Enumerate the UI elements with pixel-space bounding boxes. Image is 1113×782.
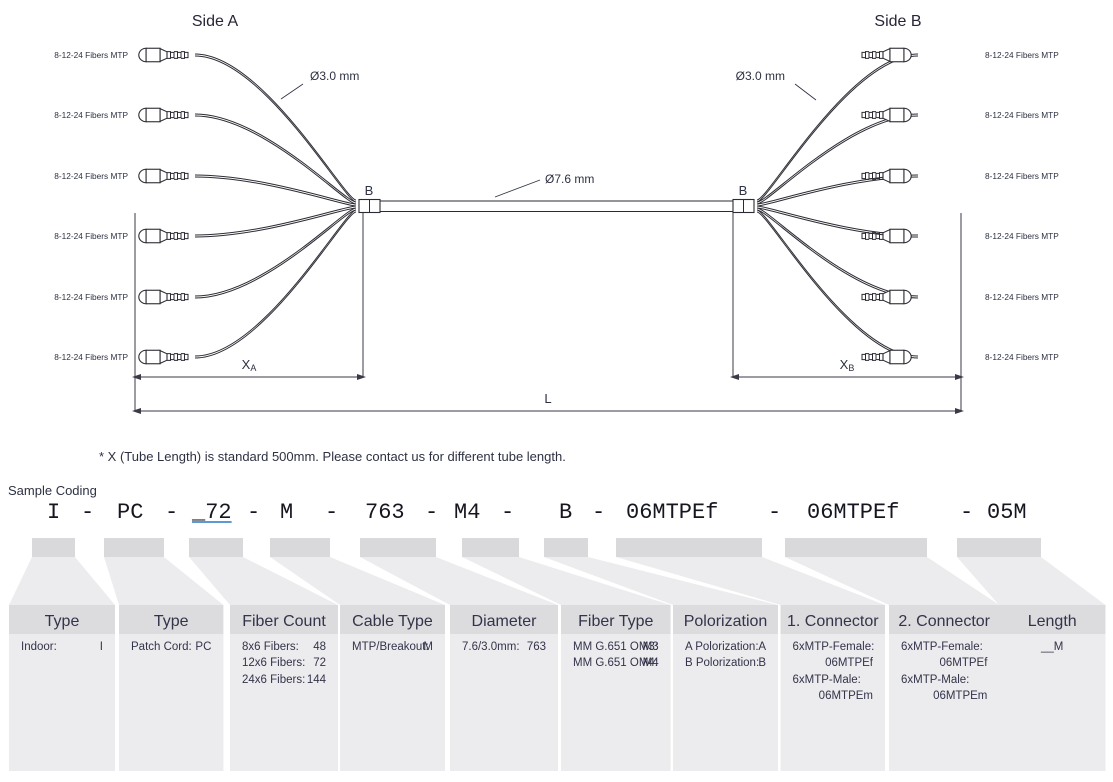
svg-text:PC: PC: [195, 641, 211, 653]
svg-text:B: B: [758, 657, 766, 669]
svg-text:24x6 Fibers:: 24x6 Fibers:: [242, 674, 305, 686]
svg-text:M: M: [423, 641, 433, 653]
svg-text:72: 72: [313, 657, 326, 669]
svg-text:763: 763: [527, 641, 546, 653]
svg-text:Diameter: Diameter: [472, 613, 538, 630]
svg-text:8-12-24 Fibers MTP: 8-12-24 Fibers MTP: [54, 292, 128, 302]
svg-text:8-12-24 Fibers MTP: 8-12-24 Fibers MTP: [985, 352, 1059, 362]
svg-text:A Polorization:: A Polorization:: [685, 641, 759, 653]
svg-text:8-12-24 Fibers MTP: 8-12-24 Fibers MTP: [54, 50, 128, 60]
svg-text:8-12-24 Fibers MTP: 8-12-24 Fibers MTP: [54, 231, 128, 241]
svg-text:12x6 Fibers:: 12x6 Fibers:: [242, 657, 305, 669]
svg-text:__M: __M: [1040, 641, 1063, 653]
svg-text:1. Connector: 1. Connector: [787, 613, 879, 630]
svg-text:6xMTP-Male:: 6xMTP-Male:: [793, 674, 861, 686]
svg-text:Ø3.0 mm: Ø3.0 mm: [310, 69, 359, 83]
svg-text:Fiber Type: Fiber Type: [578, 613, 653, 630]
svg-text:Side A: Side A: [192, 13, 239, 30]
svg-text:8-12-24 Fibers MTP: 8-12-24 Fibers MTP: [985, 231, 1059, 241]
svg-text:Type: Type: [154, 613, 189, 630]
svg-text:06MTPEf: 06MTPEf: [939, 657, 988, 669]
svg-text:8-12-24 Fibers MTP: 8-12-24 Fibers MTP: [985, 292, 1059, 302]
svg-text:8-12-24 Fibers MTP: 8-12-24 Fibers MTP: [985, 171, 1059, 181]
svg-text:2. Connector: 2. Connector: [898, 613, 990, 630]
svg-text:Type: Type: [45, 613, 80, 630]
svg-text:06MTPEm: 06MTPEm: [819, 690, 873, 702]
svg-text:8-12-24 Fibers MTP: 8-12-24 Fibers MTP: [54, 171, 128, 181]
svg-text:B: B: [739, 183, 748, 198]
svg-text:7.6/3.0mm:: 7.6/3.0mm:: [462, 641, 520, 653]
svg-text:L: L: [544, 391, 551, 406]
svg-text:8-12-24 Fibers MTP: 8-12-24 Fibers MTP: [54, 110, 128, 120]
svg-text:6xMTP-Female:: 6xMTP-Female:: [901, 641, 983, 653]
svg-text:Fiber Count: Fiber Count: [242, 613, 326, 630]
svg-text:144: 144: [307, 674, 327, 686]
svg-text:Patch Cord:: Patch Cord:: [131, 641, 192, 653]
svg-text:Ø3.0 mm: Ø3.0 mm: [736, 69, 785, 83]
svg-text:Side B: Side B: [874, 13, 921, 30]
svg-text:6xMTP-Male:: 6xMTP-Male:: [901, 674, 969, 686]
svg-text:* X (Tube Length) is standard: * X (Tube Length) is standard 500mm. Ple…: [99, 449, 566, 464]
svg-text:M4: M4: [643, 657, 660, 669]
svg-text:I: I: [100, 641, 103, 653]
svg-text:MTP/Breakout:: MTP/Breakout:: [352, 641, 429, 653]
svg-text:6xMTP-Female:: 6xMTP-Female:: [793, 641, 875, 653]
svg-text:A: A: [758, 641, 766, 653]
svg-text:06MTPEm: 06MTPEm: [933, 690, 987, 702]
svg-text:M3: M3: [643, 641, 659, 653]
svg-text:8x6 Fibers:: 8x6 Fibers:: [242, 641, 299, 653]
svg-text:48: 48: [313, 641, 326, 653]
svg-text:Cable Type: Cable Type: [352, 613, 433, 630]
svg-text:B: B: [365, 183, 374, 198]
svg-text:06MTPEf: 06MTPEf: [825, 657, 874, 669]
svg-text:8-12-24 Fibers MTP: 8-12-24 Fibers MTP: [985, 110, 1059, 120]
svg-text:8-12-24 Fibers MTP: 8-12-24 Fibers MTP: [54, 352, 128, 362]
svg-text:Polorization: Polorization: [684, 613, 768, 630]
svg-text:B Polorization:: B Polorization:: [685, 657, 759, 669]
svg-text:Indoor:: Indoor:: [21, 641, 57, 653]
svg-text:Length: Length: [1028, 613, 1077, 630]
svg-text:Ø7.6 mm: Ø7.6 mm: [545, 172, 594, 186]
svg-text:8-12-24 Fibers MTP: 8-12-24 Fibers MTP: [985, 50, 1059, 60]
